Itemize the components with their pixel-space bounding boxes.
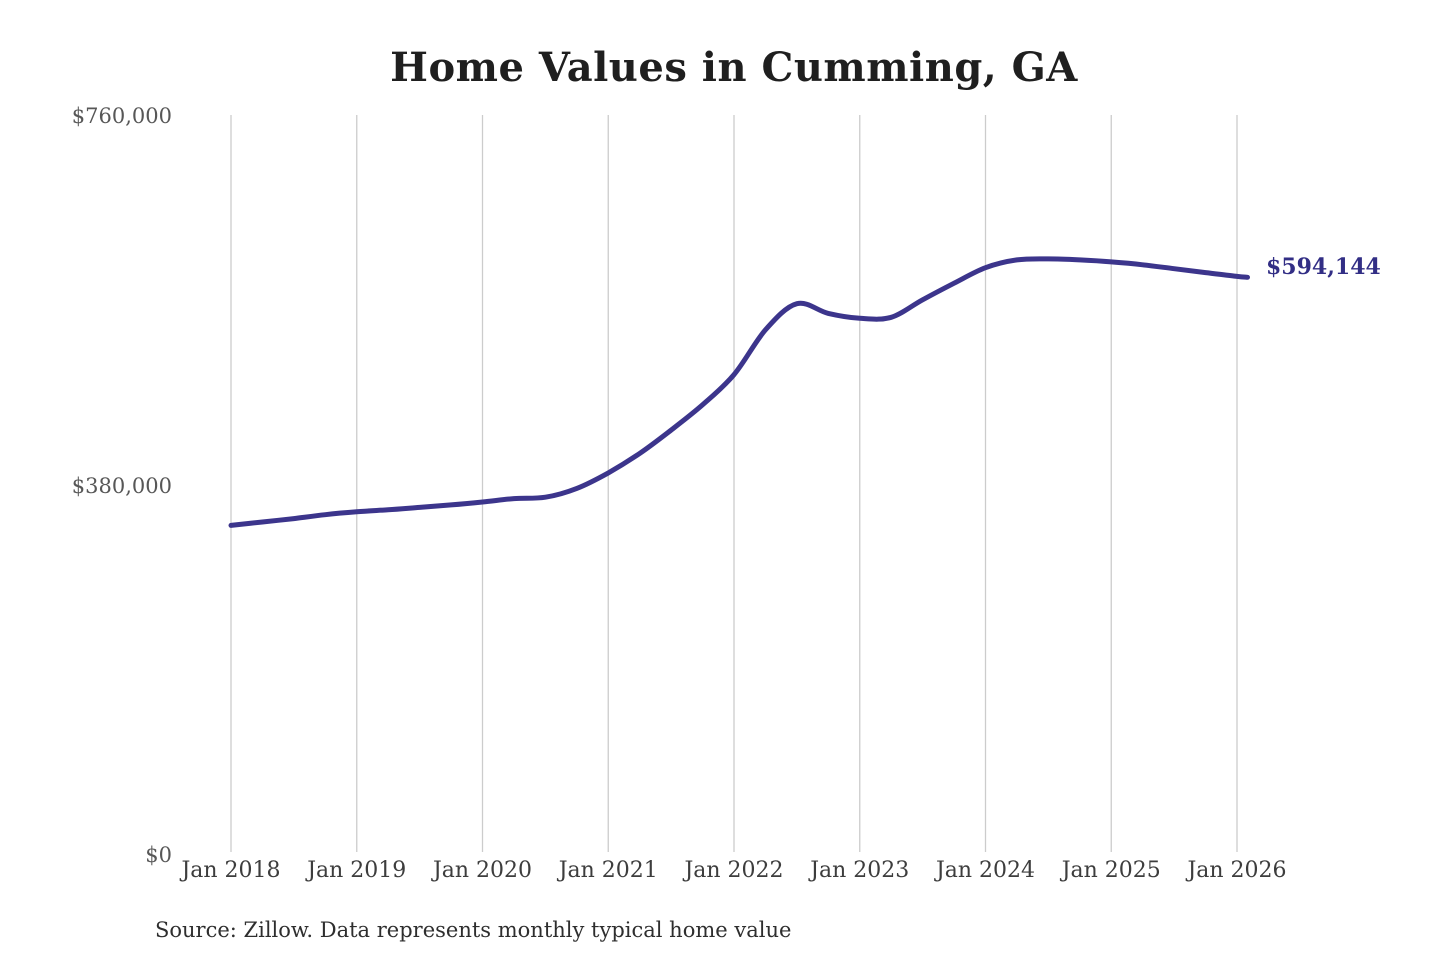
x-tick-label: Jan 2021 (558, 858, 658, 883)
final-value-label: $594,144 (1266, 254, 1381, 280)
y-tick-label: $760,000 (71, 104, 172, 128)
y-tick-label: $380,000 (71, 473, 172, 498)
x-tick-label: Jan 2024 (935, 858, 1036, 883)
x-tick-label: Jan 2020 (432, 858, 533, 883)
x-tick-label: Jan 2026 (1187, 858, 1287, 883)
x-tick-label: Jan 2022 (684, 858, 784, 883)
x-tick-label: Jan 2018 (181, 858, 281, 883)
x-tick-label: Jan 2019 (307, 858, 407, 883)
home-value-line (228, 256, 1250, 528)
chart-title: Home Values in Cumming, GA (390, 44, 1078, 91)
source-note: Source: Zillow. Data represents monthly … (155, 918, 792, 942)
y-tick-label: $0 (145, 843, 172, 867)
x-tick-label: Jan 2023 (810, 858, 910, 883)
x-tick-label: Jan 2025 (1061, 858, 1161, 883)
